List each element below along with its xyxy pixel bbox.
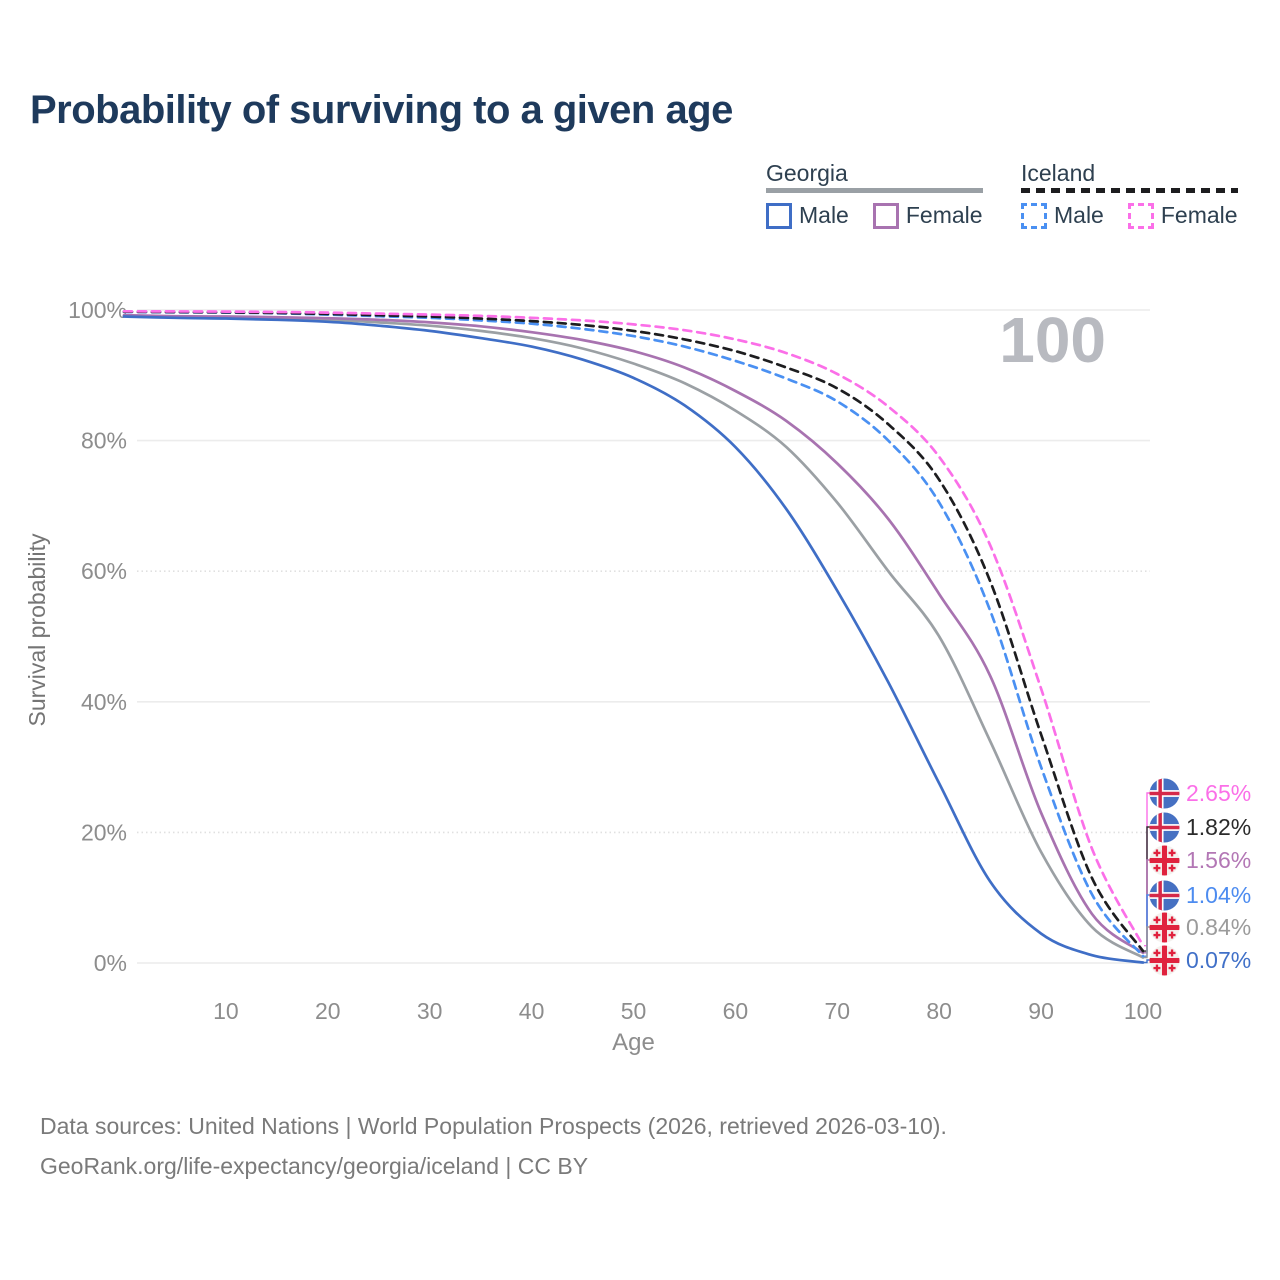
legend-item-iceland-female[interactable]: Female (1127, 202, 1238, 229)
georgia-male-swatch-icon (766, 202, 792, 229)
legend-group-iceland: Iceland Male Female (1021, 160, 1238, 229)
x-tick-label: 10 (213, 998, 239, 1024)
x-tick-label: 60 (723, 998, 749, 1024)
x-tick-label: 90 (1028, 998, 1054, 1024)
x-tick-label: 40 (519, 998, 545, 1024)
iceland-flag-icon (1149, 777, 1180, 809)
y-tick-label: 80% (81, 428, 127, 454)
legend-item-georgia-male[interactable]: Male (766, 202, 849, 229)
legend-item-iceland-male[interactable]: Male (1021, 202, 1104, 229)
end-label-row-georgia-female: 1.56% (1149, 844, 1251, 876)
series-iceland-female (122, 309, 1145, 948)
end-label-value: 0.84% (1186, 913, 1252, 940)
x-tick-label: 70 (825, 998, 851, 1024)
legend-country-iceland: Iceland (1021, 160, 1096, 186)
legend-item-label: Male (799, 202, 849, 228)
x-tick-label: 50 (621, 998, 647, 1024)
iceland-flag-icon (1149, 811, 1180, 843)
legend-group-georgia: Georgia Male Female (766, 160, 983, 229)
end-label-row-iceland-female: 2.65% (1149, 777, 1251, 809)
iceland-male-swatch-icon (1021, 202, 1047, 229)
y-tick-label: 100% (68, 297, 127, 323)
series-georgia-male (122, 315, 1145, 964)
iceland-female-swatch-icon (1127, 202, 1154, 229)
footer-line-1: Data sources: United Nations | World Pop… (40, 1113, 947, 1139)
legend-item-label: Female (1160, 202, 1238, 228)
end-label-value: 1.56% (1186, 846, 1252, 873)
x-axis-title: Age (612, 1029, 655, 1056)
end-label-value: 1.82% (1186, 813, 1252, 840)
iceland-flag-icon (1149, 879, 1180, 911)
data-sources-footer: Data sources: United Nations | World Pop… (40, 1106, 947, 1186)
series-iceland-male (122, 310, 1145, 958)
georgia-flag-icon (1149, 911, 1180, 943)
legend-country-georgia: Georgia (766, 160, 848, 186)
series-georgia-female (122, 313, 1145, 955)
end-label-row-georgia-male: 0.07% (1149, 944, 1251, 976)
end-label-row-iceland-male: 1.04% (1149, 879, 1251, 911)
y-tick-label: 20% (81, 819, 127, 845)
legend-underline-georgia (766, 188, 983, 193)
y-tick-label: 60% (81, 558, 127, 584)
georgia-flag-icon (1149, 944, 1180, 976)
leader-line (1144, 959, 1151, 964)
georgia-flag-icon (1149, 844, 1180, 876)
end-label-value: 0.07% (1186, 946, 1252, 973)
legend-item-label: Female (905, 202, 983, 228)
x-tick-label: 100 (1124, 998, 1162, 1024)
y-tick-label: 40% (81, 689, 127, 715)
leader-line (1144, 894, 1151, 957)
series-iceland-both-sexes (122, 310, 1145, 953)
leader-line (1144, 926, 1151, 959)
end-label-value: 1.04% (1186, 881, 1252, 908)
x-tick-label: 80 (926, 998, 952, 1024)
x-tick-label: 20 (315, 998, 341, 1024)
page-title: Probability of surviving to a given age (30, 88, 733, 132)
footer-line-2: GeoRank.org/life-expectancy/georgia/icel… (40, 1153, 589, 1179)
end-label-row-georgia-both-sexes: 0.84% (1149, 911, 1251, 943)
watermark-age-label: 100 (999, 304, 1106, 376)
georgia-female-swatch-icon (872, 202, 899, 229)
series-georgia-both-sexes (122, 314, 1145, 959)
legend-item-label: Male (1054, 202, 1104, 228)
y-axis-title: Survival probability (24, 533, 50, 727)
y-tick-label: 0% (94, 950, 127, 976)
end-label-row-iceland-both-sexes: 1.82% (1149, 811, 1251, 843)
legend-underline-iceland (1021, 188, 1238, 193)
legend-item-georgia-female[interactable]: Female (872, 202, 983, 229)
x-tick-label: 30 (417, 998, 443, 1024)
end-label-value: 2.65% (1186, 779, 1252, 806)
